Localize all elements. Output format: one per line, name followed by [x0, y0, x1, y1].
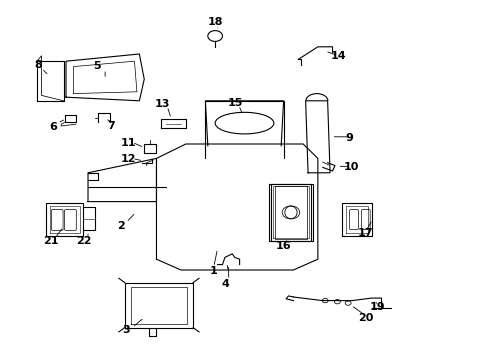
Text: 8: 8	[34, 60, 42, 70]
Text: 4: 4	[221, 279, 228, 289]
Text: 15: 15	[227, 98, 243, 108]
Text: 12: 12	[120, 154, 136, 164]
Text: 20: 20	[357, 312, 373, 323]
Text: 7: 7	[107, 121, 115, 131]
Text: 14: 14	[330, 51, 346, 61]
Text: 22: 22	[76, 236, 92, 246]
Text: 16: 16	[275, 240, 291, 251]
Text: 11: 11	[121, 138, 136, 148]
Text: 9: 9	[345, 132, 353, 143]
Text: 5: 5	[93, 60, 101, 71]
Text: 18: 18	[207, 17, 223, 27]
Text: 2: 2	[117, 221, 125, 231]
Text: 17: 17	[357, 228, 373, 238]
Text: 13: 13	[154, 99, 170, 109]
Text: 21: 21	[43, 236, 59, 246]
Text: 6: 6	[49, 122, 57, 132]
Text: 3: 3	[122, 325, 130, 336]
Text: 19: 19	[369, 302, 385, 312]
Text: 10: 10	[343, 162, 358, 172]
Text: 1: 1	[209, 266, 217, 276]
